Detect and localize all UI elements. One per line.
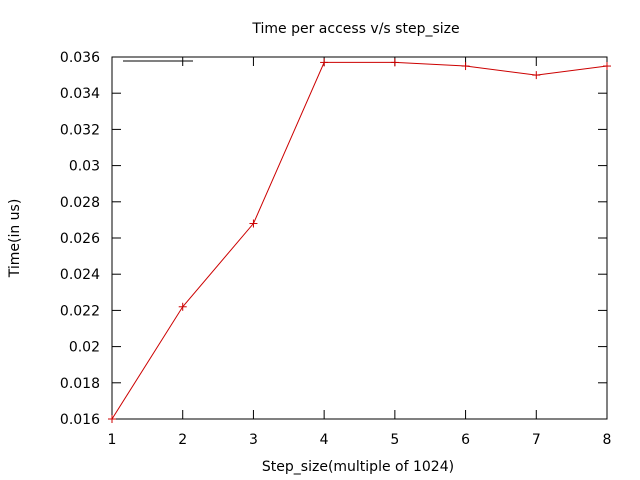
x-tick-label: 2 <box>178 432 187 448</box>
y-axis-label: Time(in us) <box>7 199 23 279</box>
y-tick-label: 0.022 <box>60 303 100 319</box>
data-point <box>603 62 611 71</box>
series-line <box>111 61 608 420</box>
data-point <box>249 219 258 228</box>
data-point <box>461 62 470 71</box>
y-tick-label: 0.024 <box>60 267 100 283</box>
x-tick-label: 3 <box>249 432 258 448</box>
x-tick-label: 6 <box>461 432 470 448</box>
x-axis-label: Step_size(multiple of 1024) <box>262 459 454 475</box>
y-tick-label: 0.02 <box>69 340 100 356</box>
y-tick-label: 0.018 <box>60 376 100 392</box>
y-ticks: 0.016 0.018 0.02 0.022 0.024 0.026 0.028 0.03 0.… <box>60 50 607 428</box>
data-point <box>532 71 541 80</box>
x-tick-label: 1 <box>108 432 117 448</box>
x-tick-label: 8 <box>603 432 612 448</box>
y-tick-label: 0.026 <box>60 231 100 247</box>
x-tick-label: 5 <box>390 432 399 448</box>
x-tick-label: 4 <box>320 432 329 448</box>
chart-title: Time per access v/s step_size <box>251 21 459 37</box>
x-tick-label: 7 <box>532 432 541 448</box>
data-point <box>390 58 399 67</box>
plot-area-border <box>111 56 608 420</box>
y-tick-label: 0.032 <box>60 122 100 138</box>
y-tick-label: 0.03 <box>69 159 100 175</box>
x-ticks: 1 2 3 4 5 6 7 8 <box>108 57 612 448</box>
y-tick-label: 0.036 <box>60 50 100 66</box>
y-tick-label: 0.034 <box>60 86 100 102</box>
data-point <box>178 302 187 311</box>
y-tick-label: 0.028 <box>60 195 100 211</box>
series-group <box>108 58 611 423</box>
data-point <box>320 58 329 67</box>
y-tick-label: 0.016 <box>60 412 100 428</box>
data-point <box>108 415 116 423</box>
